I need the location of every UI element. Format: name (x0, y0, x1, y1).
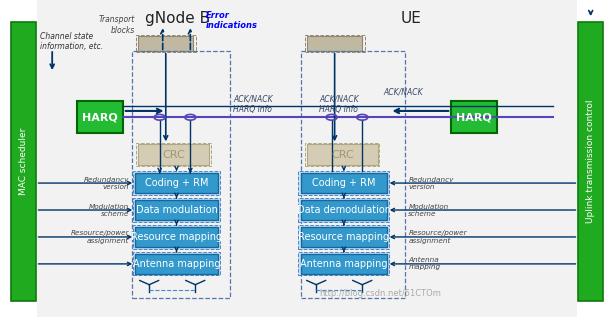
Text: UE: UE (401, 11, 422, 26)
FancyBboxPatch shape (135, 173, 218, 193)
FancyBboxPatch shape (298, 252, 389, 275)
Text: Antenna mapping: Antenna mapping (133, 259, 220, 269)
FancyBboxPatch shape (77, 101, 123, 133)
Text: CRC: CRC (331, 150, 354, 159)
FancyBboxPatch shape (135, 200, 218, 220)
FancyBboxPatch shape (578, 22, 603, 301)
Text: HARQ: HARQ (82, 112, 118, 122)
FancyBboxPatch shape (307, 36, 362, 51)
FancyBboxPatch shape (301, 200, 387, 220)
Text: Transport
blocks: Transport blocks (99, 16, 135, 35)
Text: Antenna
mapping: Antenna mapping (408, 257, 440, 270)
FancyBboxPatch shape (298, 171, 389, 195)
FancyBboxPatch shape (133, 198, 220, 222)
Text: Redundancy
version: Redundancy version (84, 177, 129, 190)
Text: HARQ info: HARQ info (319, 105, 358, 114)
FancyBboxPatch shape (135, 254, 218, 274)
Text: Error
indications: Error indications (206, 11, 258, 30)
Text: CRC: CRC (162, 150, 185, 159)
FancyBboxPatch shape (307, 144, 378, 165)
FancyBboxPatch shape (301, 254, 387, 274)
FancyBboxPatch shape (133, 171, 220, 195)
FancyBboxPatch shape (301, 227, 387, 247)
Text: ACK/NACK: ACK/NACK (319, 94, 359, 103)
FancyBboxPatch shape (133, 252, 220, 275)
FancyBboxPatch shape (37, 0, 577, 317)
Text: Resource mapping: Resource mapping (298, 232, 389, 242)
Text: Coding + RM: Coding + RM (312, 178, 376, 188)
Text: gNode B: gNode B (146, 11, 211, 26)
Text: Data demodulation: Data demodulation (297, 205, 391, 215)
Text: Channel state
information, etc.: Channel state information, etc. (40, 32, 103, 51)
Text: http://blog.csdn.net/51CTOm: http://blog.csdn.net/51CTOm (320, 289, 441, 298)
FancyBboxPatch shape (138, 144, 209, 165)
FancyBboxPatch shape (298, 198, 389, 222)
FancyBboxPatch shape (451, 101, 497, 133)
Text: Coding + RM: Coding + RM (145, 178, 208, 188)
Text: Resource mapping: Resource mapping (131, 232, 222, 242)
Text: Resource/power
assignment: Resource/power assignment (408, 230, 467, 243)
Text: ACK/NACK: ACK/NACK (233, 94, 273, 103)
Text: Modulation
scheme: Modulation scheme (408, 204, 449, 217)
FancyBboxPatch shape (135, 227, 218, 247)
Text: Antenna mapping: Antenna mapping (300, 259, 387, 269)
Text: Data modulation: Data modulation (136, 205, 217, 215)
FancyBboxPatch shape (298, 225, 389, 249)
FancyBboxPatch shape (138, 36, 193, 51)
FancyBboxPatch shape (301, 173, 387, 193)
Text: HARQ info: HARQ info (233, 105, 272, 114)
Text: Resource/power
assignment: Resource/power assignment (71, 230, 129, 243)
Text: ACK/NACK: ACK/NACK (384, 87, 424, 96)
Text: Redundancy
version: Redundancy version (408, 177, 454, 190)
Text: HARQ: HARQ (456, 112, 492, 122)
Text: Modulation
scheme: Modulation scheme (88, 204, 129, 217)
FancyBboxPatch shape (133, 225, 220, 249)
FancyBboxPatch shape (11, 22, 36, 301)
Text: Uplink transmission control: Uplink transmission control (586, 100, 595, 223)
Text: MAC scheduler: MAC scheduler (19, 128, 28, 195)
